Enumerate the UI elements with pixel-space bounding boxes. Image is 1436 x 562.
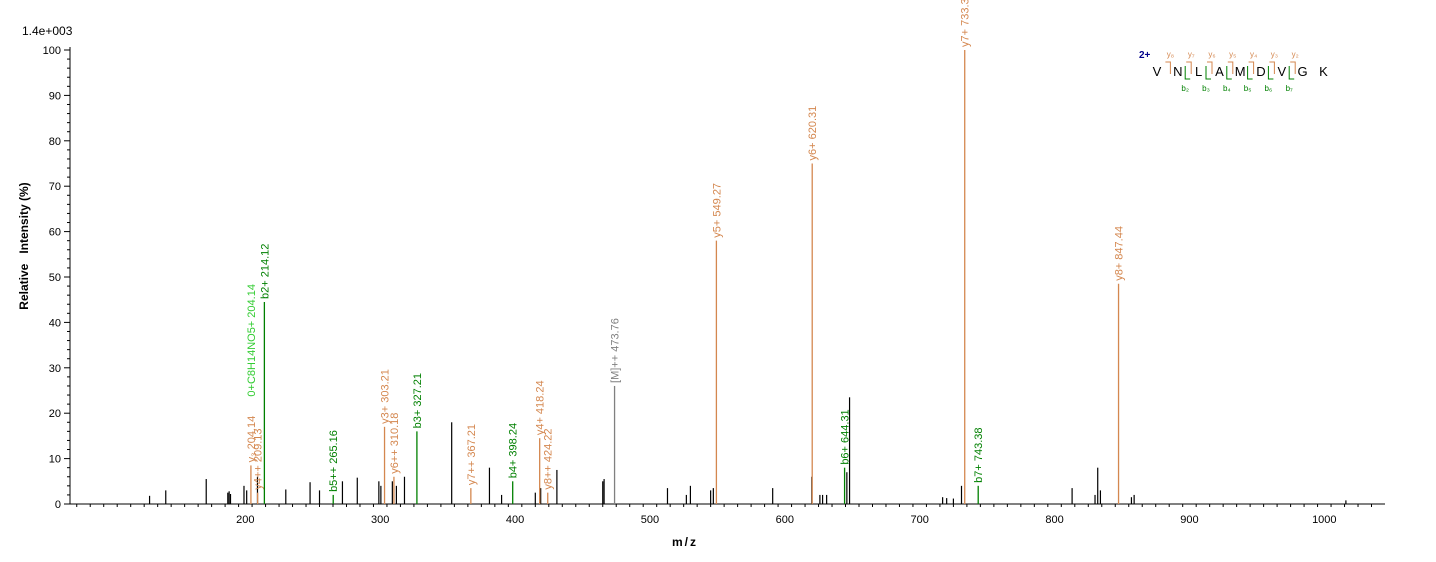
- y-fragment-bracket: [1290, 61, 1296, 74]
- x-axis-label: m/z: [672, 535, 698, 549]
- peak-label: b4+ 398.24: [508, 423, 520, 478]
- y-fragment-label: y₅: [1229, 50, 1236, 59]
- y-fragment-bracket: [1207, 61, 1213, 74]
- b-fragment-label: b₅: [1244, 84, 1252, 93]
- y-tick-label: 30: [49, 363, 61, 375]
- intensity-scale-label: 1.4e+003: [22, 24, 73, 38]
- peak-label: b7+ 743.38: [973, 427, 985, 482]
- y-tick-label: 80: [49, 136, 61, 148]
- y-tick-label: 0: [55, 499, 61, 511]
- x-tick-label: 600: [776, 514, 794, 526]
- b-fragment-bracket: [1267, 66, 1274, 80]
- b-fragment-bracket: [1247, 66, 1253, 80]
- peak-label: [M]++ 473.76: [610, 318, 622, 383]
- y-tick-label: 40: [49, 317, 61, 329]
- sequence-residue: V: [1277, 64, 1286, 79]
- peak-label: y8++ 424.22: [543, 428, 555, 489]
- peak-label: y6+ 620.31: [807, 106, 819, 161]
- y-fragment-bracket: [1248, 61, 1255, 74]
- peak-label: b6+ 644.31: [840, 409, 852, 464]
- y-fragment-label: y₃: [1271, 50, 1278, 59]
- y-fragment-bracket: [1165, 61, 1171, 74]
- b-fragment-label: b₇: [1286, 84, 1293, 93]
- y-fragment-label: y₈: [1167, 50, 1174, 59]
- b-fragment-label: b₆: [1265, 84, 1273, 93]
- y-tick-label: 10: [49, 454, 61, 466]
- sequence-residue: G: [1298, 64, 1308, 79]
- y-fragment-label: y₂: [1292, 50, 1299, 59]
- x-tick-label: 300: [371, 514, 389, 526]
- sequence-residue: N: [1173, 64, 1182, 79]
- y-fragment-label: y₄: [1250, 50, 1257, 59]
- sequence-residue: V: [1153, 64, 1162, 79]
- peak-label: 0+C8H14NO5+ 204.14: [246, 284, 258, 397]
- x-tick-label: 200: [236, 514, 254, 526]
- b-fragment-label: b₂: [1181, 84, 1189, 93]
- charge-label: 2+: [1139, 50, 1151, 61]
- x-tick-label: 500: [641, 514, 659, 526]
- y-fragment-bracket: [1269, 61, 1275, 74]
- peak-label: y7+ 733.39: [960, 0, 972, 47]
- y-tick-label: 20: [49, 408, 61, 420]
- x-tick-label: 1000: [1312, 514, 1336, 526]
- y-fragment-label: y₇: [1188, 50, 1195, 59]
- y-tick-label: 90: [49, 90, 61, 102]
- y-fragment-label: y₆: [1208, 50, 1215, 59]
- peak-label: y6++ 310.18: [389, 413, 401, 474]
- peak-label: y8+ 847.44: [1114, 226, 1126, 281]
- x-tick-label: 800: [1045, 514, 1063, 526]
- peak-label: y4++ 209.13: [253, 428, 265, 489]
- sequence-residue: D: [1256, 64, 1265, 79]
- peak-label: y5+ 549.27: [711, 183, 723, 238]
- sequence-residue: A: [1215, 64, 1224, 79]
- peak-group: [148, 397, 1347, 504]
- y-tick-label: 100: [43, 45, 61, 57]
- y-axis-label: Relative Intensity (%): [17, 182, 31, 309]
- axes: 200 300 400 500 600 700 800 900 1000 0 10 20 30 40 50 6…: [43, 45, 1385, 526]
- peak-label: y₃ 204.14: [246, 416, 258, 463]
- y-tick-label: 70: [49, 181, 61, 193]
- b-fragment-bracket: [1288, 66, 1295, 80]
- peak-label: b5++ 265.16: [328, 430, 340, 492]
- y-fragment-bracket: [1227, 61, 1234, 74]
- sequence-residue: L: [1195, 64, 1202, 79]
- y-tick-label: 50: [49, 272, 61, 284]
- sequence-residue: K: [1319, 64, 1328, 79]
- peak-label: y7++ 367.21: [466, 424, 478, 485]
- peak-label: y4+ 418.24: [535, 380, 547, 435]
- y-fragment-bracket: [1186, 61, 1192, 74]
- y-tick-label: 60: [49, 227, 61, 239]
- x-tick-label: 900: [1180, 514, 1198, 526]
- sequence-residue: M: [1235, 64, 1246, 79]
- b-fragment-bracket: [1184, 66, 1191, 80]
- peak-label: b2+ 214.12: [259, 244, 271, 299]
- x-tick-label: 700: [911, 514, 929, 526]
- b-fragment-bracket: [1205, 66, 1211, 80]
- b-fragment-label: b₄: [1223, 84, 1231, 93]
- peak-label: y3+ 303.21: [380, 369, 392, 424]
- peak-label: b3+ 327.21: [412, 373, 424, 428]
- x-tick-label: 400: [506, 514, 524, 526]
- b-fragment-bracket: [1226, 66, 1232, 80]
- b-fragment-label: b₃: [1202, 84, 1210, 93]
